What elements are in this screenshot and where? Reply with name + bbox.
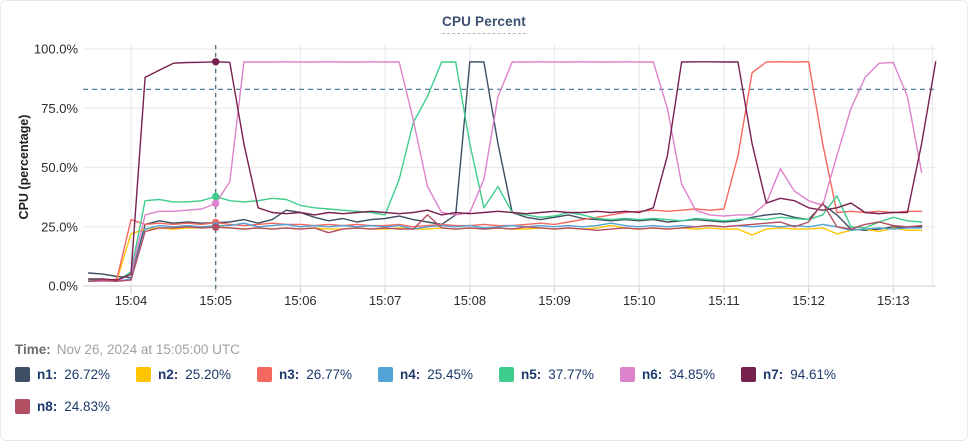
legend-swatch-n4 — [378, 367, 393, 382]
legend-value: 37.77% — [548, 367, 595, 382]
series-line-n3[interactable] — [87, 61, 923, 282]
series-line-n1[interactable] — [87, 61, 923, 279]
series-line-n6[interactable] — [87, 61, 923, 282]
legend-swatch-n6 — [620, 367, 635, 382]
time-value: Nov 26, 2024 at 15:05:00 UTC — [56, 342, 240, 357]
legend-value: 26.72% — [64, 367, 111, 382]
legend-item-n5[interactable]: n5: 37.77% — [499, 367, 620, 382]
series-line-n2[interactable] — [87, 224, 923, 282]
legend-value: 25.45% — [427, 367, 474, 382]
legend-swatch-n5 — [499, 367, 514, 382]
x-tick-label: 15:12 — [792, 293, 825, 308]
legend-swatch-n8 — [15, 399, 30, 414]
chart-title-wrap: CPU Percent — [1, 13, 967, 34]
crosshair-dot-n6 — [212, 199, 220, 208]
legend-label: n5: — [521, 367, 542, 382]
legend-item-n7[interactable]: n7: 94.61% — [741, 367, 836, 382]
crosshair-dot-n7 — [212, 58, 220, 66]
crosshair-dot-n5 — [212, 192, 220, 201]
legend-label: n4: — [400, 367, 421, 382]
y-tick-label: 0.0% — [48, 279, 78, 294]
x-tick-label: 15:13 — [877, 293, 910, 308]
series-line-n8[interactable] — [87, 202, 923, 282]
x-tick-label: 15:09 — [538, 293, 571, 308]
legend-label: n1: — [37, 367, 58, 382]
y-tick-label: 50.0% — [41, 160, 78, 175]
y-tick-label: 100.0% — [34, 42, 79, 57]
legend-item-n2[interactable]: n2: 25.20% — [136, 367, 257, 382]
cpu-percent-chart[interactable]: CPU (percentage) 0.0% 25.0% 50.0% 75.0% 100.… — [1, 1, 968, 319]
legend-value: 25.20% — [185, 367, 232, 382]
legend-item-n1[interactable]: n1: 26.72% — [15, 367, 136, 382]
legend-value: 94.61% — [790, 367, 837, 382]
x-tick-label: 15:07 — [369, 293, 402, 308]
y-axis-title: CPU (percentage) — [17, 115, 31, 220]
legend-row-2: n8: 24.83% — [15, 399, 955, 414]
legend-swatch-n1 — [15, 367, 30, 382]
legend-item-n8[interactable]: n8: 24.83% — [15, 399, 136, 414]
legend-item-n4[interactable]: n4: 25.45% — [378, 367, 499, 382]
series-line-n4[interactable] — [87, 222, 923, 282]
x-tick-label: 15:08 — [454, 293, 487, 308]
legend-value: 26.77% — [306, 367, 353, 382]
x-tick-label: 15:10 — [623, 293, 656, 308]
legend-label: n7: — [763, 367, 784, 382]
legend-item-n3[interactable]: n3: 26.77% — [257, 367, 378, 382]
legend-swatch-n7 — [741, 367, 756, 382]
series-line-n5[interactable] — [87, 61, 923, 282]
x-tick-label: 15:04 — [115, 293, 148, 308]
crosshair-dot-n8 — [212, 223, 220, 231]
legend-label: n3: — [279, 367, 300, 382]
legend-label: n6: — [642, 367, 663, 382]
x-tick-label: 15:11 — [708, 293, 740, 308]
x-tick-label: 15:06 — [284, 293, 317, 308]
legend-swatch-n3 — [257, 367, 272, 382]
y-tick-label: 25.0% — [41, 219, 78, 234]
legend-row-1: n1: 26.72% n2: 25.20% n3: 26.77% n4: 25.45% n5: 3… — [15, 367, 955, 382]
y-tick-label: 75.0% — [41, 101, 78, 116]
legend-value: 24.83% — [64, 399, 111, 414]
series-line-n7[interactable] — [87, 61, 937, 281]
time-row: Time: Nov 26, 2024 at 15:05:00 UTC — [15, 342, 240, 357]
x-tick-label: 15:05 — [199, 293, 232, 308]
legend-item-n6[interactable]: n6: 34.85% — [620, 367, 741, 382]
legend-label: n2: — [158, 367, 179, 382]
legend-swatch-n2 — [136, 367, 151, 382]
time-label: Time: — [15, 342, 51, 357]
legend-label: n8: — [37, 399, 58, 414]
chart-title[interactable]: CPU Percent — [442, 14, 526, 34]
legend-value: 34.85% — [669, 367, 716, 382]
